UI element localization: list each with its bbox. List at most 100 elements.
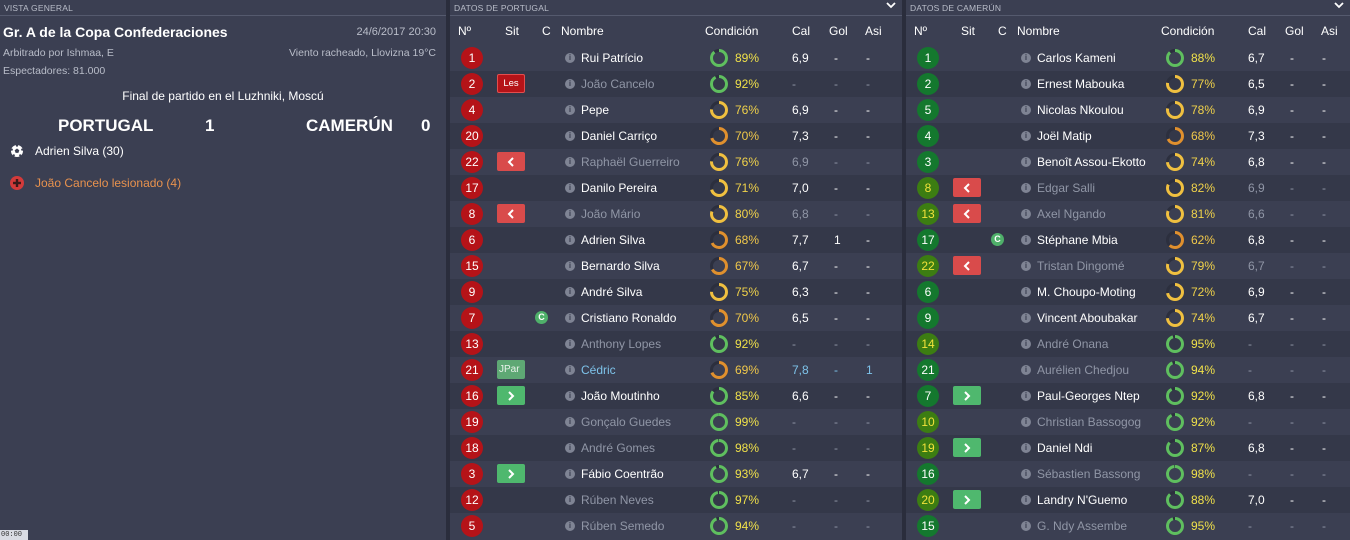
player-row[interactable]: 2 Les i João Cancelo 92% - - - xyxy=(450,71,902,97)
player-name[interactable]: Ernest Mabouka xyxy=(1037,77,1125,91)
player-row[interactable]: 21 JPar i Cédric 69% 7,8 - 1 xyxy=(450,357,902,383)
info-icon[interactable]: i xyxy=(1021,53,1031,63)
player-row[interactable]: 3 i Benoît Assou-Ekotto 74% 6,8 - - xyxy=(906,149,1350,175)
info-icon[interactable]: i xyxy=(565,287,575,297)
player-row[interactable]: 13 i Anthony Lopes 92% - - - xyxy=(450,331,902,357)
col-condition[interactable]: Condición xyxy=(1161,24,1215,38)
player-row[interactable]: 9 i André Silva 75% 6,3 - - xyxy=(450,279,902,305)
player-name[interactable]: Fábio Coentrão xyxy=(581,467,664,481)
player-name[interactable]: Stéphane Mbia xyxy=(1037,233,1118,247)
col-name[interactable]: Nombre xyxy=(561,24,604,38)
player-row[interactable]: 5 i Nicolas Nkoulou 78% 6,9 - - xyxy=(906,97,1350,123)
player-name[interactable]: Danilo Pereira xyxy=(581,181,658,195)
info-icon[interactable]: i xyxy=(1021,469,1031,479)
col-rating[interactable]: Cal xyxy=(1248,24,1267,38)
info-icon[interactable]: i xyxy=(1021,157,1031,167)
info-icon[interactable]: i xyxy=(1021,209,1031,219)
player-row[interactable]: 18 i André Gomes 98% - - - xyxy=(450,435,902,461)
chevron-down-icon[interactable] xyxy=(884,0,898,12)
player-name[interactable]: Cédric xyxy=(581,363,616,377)
col-rating[interactable]: Cal xyxy=(792,24,811,38)
col-goals[interactable]: Gol xyxy=(1285,24,1304,38)
player-name[interactable]: Paul-Georges Ntep xyxy=(1037,389,1140,403)
player-name[interactable]: André Silva xyxy=(581,285,643,299)
info-icon[interactable]: i xyxy=(1021,443,1031,453)
player-name[interactable]: Christian Bassogog xyxy=(1037,415,1142,429)
info-icon[interactable]: i xyxy=(565,443,575,453)
player-row[interactable]: 10 i Christian Bassogog 92% - - - xyxy=(906,409,1350,435)
col-num[interactable]: Nº xyxy=(914,24,928,38)
col-assists[interactable]: Asi xyxy=(1321,24,1338,38)
player-name[interactable]: Rui Patrício xyxy=(581,51,644,65)
player-row[interactable]: 16 i João Moutinho 85% 6,6 - - xyxy=(450,383,902,409)
player-name[interactable]: Rúben Semedo xyxy=(581,519,665,533)
player-name[interactable]: João Moutinho xyxy=(581,389,660,403)
info-icon[interactable]: i xyxy=(565,131,575,141)
col-assists[interactable]: Asi xyxy=(865,24,882,38)
player-row[interactable]: 20 i Landry N'Guemo 88% 7,0 - - xyxy=(906,487,1350,513)
player-row[interactable]: 7 i Paul-Georges Ntep 92% 6,8 - - xyxy=(906,383,1350,409)
player-row[interactable]: 19 i Daniel Ndi 87% 6,8 - - xyxy=(906,435,1350,461)
player-name[interactable]: Bernardo Silva xyxy=(581,259,660,273)
player-name[interactable]: Sébastien Bassong xyxy=(1037,467,1141,481)
player-row[interactable]: 6 i M. Choupo-Moting 72% 6,9 - - xyxy=(906,279,1350,305)
col-name[interactable]: Nombre xyxy=(1017,24,1060,38)
player-name[interactable]: Nicolas Nkoulou xyxy=(1037,103,1124,117)
col-num[interactable]: Nº xyxy=(458,24,472,38)
player-row[interactable]: 15 i G. Ndy Assembe 95% - - - xyxy=(906,513,1350,539)
player-row[interactable]: 3 i Fábio Coentrão 93% 6,7 - - xyxy=(450,461,902,487)
player-row[interactable]: 8 i João Mário 80% 6,8 - - xyxy=(450,201,902,227)
info-icon[interactable]: i xyxy=(565,495,575,505)
player-row[interactable]: 22 i Tristan Dingomé 79% 6,7 - - xyxy=(906,253,1350,279)
player-name[interactable]: João Mário xyxy=(581,207,641,221)
player-name[interactable]: Gonçalo Guedes xyxy=(581,415,672,429)
info-icon[interactable]: i xyxy=(565,469,575,479)
info-icon[interactable]: i xyxy=(1021,131,1031,141)
player-row[interactable]: 22 i Raphaël Guerreiro 76% 6,9 - - xyxy=(450,149,902,175)
player-name[interactable]: Adrien Silva xyxy=(581,233,646,247)
player-name[interactable]: André Onana xyxy=(1037,337,1109,351)
player-row[interactable]: 8 i Edgar Salli 82% 6,9 - - xyxy=(906,175,1350,201)
col-cap[interactable]: C xyxy=(542,24,551,38)
player-row[interactable]: 21 i Aurélien Chedjou 94% - - - xyxy=(906,357,1350,383)
player-name[interactable]: Landry N'Guemo xyxy=(1037,493,1128,507)
player-row[interactable]: 19 i Gonçalo Guedes 99% - - - xyxy=(450,409,902,435)
player-row[interactable]: 15 i Bernardo Silva 67% 6,7 - - xyxy=(450,253,902,279)
info-icon[interactable]: i xyxy=(1021,235,1031,245)
player-name[interactable]: Carlos Kameni xyxy=(1037,51,1116,65)
player-row[interactable]: 13 i Axel Ngando 81% 6,6 - - xyxy=(906,201,1350,227)
player-name[interactable]: Pepe xyxy=(581,103,610,117)
player-row[interactable]: 12 i Rúben Neves 97% - - - xyxy=(450,487,902,513)
info-icon[interactable]: i xyxy=(565,209,575,219)
player-name[interactable]: Vincent Aboubakar xyxy=(1037,311,1138,325)
col-sit[interactable]: Sit xyxy=(505,24,520,38)
info-icon[interactable]: i xyxy=(1021,313,1031,323)
info-icon[interactable]: i xyxy=(565,79,575,89)
col-sit[interactable]: Sit xyxy=(961,24,976,38)
info-icon[interactable]: i xyxy=(1021,261,1031,271)
info-icon[interactable]: i xyxy=(565,261,575,271)
info-icon[interactable]: i xyxy=(1021,495,1031,505)
player-name[interactable]: Benoît Assou-Ekotto xyxy=(1037,155,1146,169)
player-row[interactable]: 6 i Adrien Silva 68% 7,7 1 - xyxy=(450,227,902,253)
player-row[interactable]: 1 i Rui Patrício 89% 6,9 - - xyxy=(450,45,902,71)
player-name[interactable]: Daniel Carriço xyxy=(581,129,658,143)
info-icon[interactable]: i xyxy=(1021,391,1031,401)
player-name[interactable]: Anthony Lopes xyxy=(581,337,662,351)
player-row[interactable]: 20 i Daniel Carriço 70% 7,3 - - xyxy=(450,123,902,149)
info-icon[interactable]: i xyxy=(1021,339,1031,349)
player-row[interactable]: 9 i Vincent Aboubakar 74% 6,7 - - xyxy=(906,305,1350,331)
info-icon[interactable]: i xyxy=(565,521,575,531)
player-name[interactable]: João Cancelo xyxy=(581,77,655,91)
info-icon[interactable]: i xyxy=(1021,105,1031,115)
player-row[interactable]: 1 i Carlos Kameni 88% 6,7 - - xyxy=(906,45,1350,71)
info-icon[interactable]: i xyxy=(1021,287,1031,297)
info-icon[interactable]: i xyxy=(565,391,575,401)
player-name[interactable]: André Gomes xyxy=(581,441,656,455)
info-icon[interactable]: i xyxy=(565,365,575,375)
player-name[interactable]: M. Choupo-Moting xyxy=(1037,285,1136,299)
player-name[interactable]: Rúben Neves xyxy=(581,493,654,507)
player-name[interactable]: Tristan Dingomé xyxy=(1037,259,1125,273)
